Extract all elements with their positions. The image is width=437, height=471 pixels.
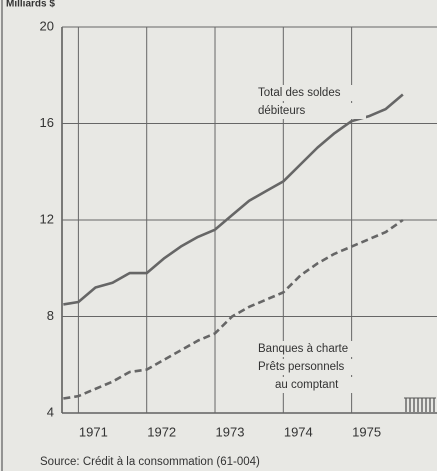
x-tick-label: 1975 [352,424,381,439]
annotation: au comptant [275,379,339,391]
annotation: débiteurs [258,105,306,117]
label-bg [256,103,366,119]
x-tick-label: 1974 [284,424,313,439]
label-bg [256,341,366,357]
hatched-region [404,397,436,412]
x-tick-label: 1971 [79,424,108,439]
y-tick-label: 4 [47,404,54,419]
x-tick-label: 1972 [147,424,176,439]
source-note: Source: Crédit à la consommation (61-004… [40,456,260,468]
series-line [63,93,404,306]
label-bg [273,377,383,393]
label-bg [256,85,366,101]
annotation: Prêts personnels [258,361,345,373]
y-tick-label: 8 [47,308,54,323]
x-tick-label: 1973 [216,424,245,439]
series-line [63,218,404,400]
y-axis-label: Milliards $ [6,0,55,10]
y-tick-label: 16 [40,115,54,130]
annotation: Banques à charte [258,343,348,355]
label-bg [256,359,366,375]
y-tick-label: 12 [40,211,54,226]
annotation: Total des soldes [258,87,341,99]
y-tick-label: 20 [40,18,54,33]
